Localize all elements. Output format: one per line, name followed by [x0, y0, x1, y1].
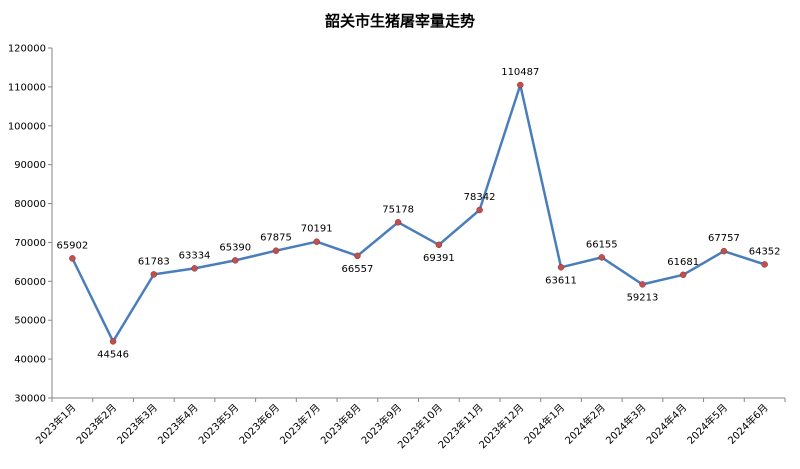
data-label: 61783	[138, 256, 170, 267]
data-point	[761, 261, 768, 268]
chart-title: 韶关市生猪屠宰量走势	[325, 12, 475, 30]
data-point	[232, 257, 239, 264]
x-tick-label: 2023年4月	[155, 401, 201, 447]
data-point	[354, 252, 361, 260]
x-tick-label: 2023年6月	[236, 401, 282, 447]
data-point-markers	[69, 81, 768, 345]
data-point	[150, 271, 158, 278]
y-tick-label: 90000	[14, 160, 46, 171]
data-point	[191, 265, 198, 272]
x-tick-label: 2023年8月	[318, 401, 364, 447]
data-point	[476, 206, 483, 214]
y-tick-label: 60000	[14, 277, 46, 288]
data-label: 110487	[501, 67, 539, 78]
data-label: 64352	[749, 246, 781, 257]
data-label: 65390	[219, 242, 251, 253]
y-tick-label: 120000	[8, 44, 46, 55]
x-tick-label: 2024年6月	[725, 401, 771, 447]
data-point	[394, 219, 402, 226]
data-label: 63334	[179, 250, 211, 261]
data-point	[272, 247, 280, 254]
series-line-group	[71, 83, 766, 343]
y-tick-label: 30000	[14, 394, 46, 405]
data-point	[109, 338, 117, 345]
x-tick-label: 2023年5月	[196, 401, 242, 447]
y-axis-ticks: 30000 40000 50000 60000 70000 80000 90000 10000…	[8, 44, 52, 405]
y-tick-label: 80000	[14, 199, 46, 210]
axes	[51, 48, 785, 399]
x-tick-label: 2024年1月	[521, 401, 567, 447]
data-point	[598, 254, 605, 261]
x-tick-label: 2024年5月	[684, 401, 730, 447]
data-label: 78342	[464, 192, 496, 203]
data-point	[313, 238, 320, 245]
data-label: 67875	[260, 233, 292, 244]
data-label: 69391	[423, 253, 455, 264]
data-label: 67757	[708, 233, 740, 244]
y-tick-label: 100000	[8, 121, 46, 132]
data-labels: 65902 44546 61783 63334 65390 67875 70191 66557…	[56, 67, 780, 360]
x-tick-label: 2023年9月	[358, 401, 404, 447]
data-label: 70191	[301, 224, 333, 235]
data-label: 65902	[56, 240, 88, 251]
x-tick-label: 2024年3月	[603, 401, 649, 447]
x-tick-label: 2024年4月	[643, 401, 689, 447]
y-tick-label: 50000	[14, 316, 46, 327]
data-point	[69, 255, 76, 262]
y-tick-label: 110000	[8, 82, 46, 93]
data-label: 59213	[627, 292, 659, 303]
data-point	[517, 81, 524, 89]
data-label: 75178	[382, 204, 414, 215]
y-tick-label: 70000	[14, 238, 46, 249]
x-tick-label: 2024年2月	[562, 401, 608, 447]
data-point	[679, 271, 687, 279]
data-point	[435, 241, 443, 249]
data-point	[639, 281, 646, 288]
data-label: 61681	[667, 257, 699, 268]
data-label: 66557	[342, 264, 374, 275]
x-axis-ticks: 2023年1月2023年2月2023年3月2023年4月2023年5月2023年…	[33, 398, 786, 451]
x-tick-label: 2023年3月	[114, 401, 160, 447]
data-label: 44546	[97, 349, 129, 360]
x-tick-label: 2023年2月	[73, 401, 119, 447]
data-point	[557, 264, 565, 271]
data-point	[720, 247, 728, 255]
series-line	[71, 83, 766, 343]
y-tick-label: 40000	[14, 355, 46, 366]
data-label: 66155	[586, 239, 618, 250]
x-tick-label: 2023年1月	[33, 401, 79, 447]
data-label: 63611	[545, 275, 577, 286]
x-tick-label: 2023年7月	[277, 401, 323, 447]
